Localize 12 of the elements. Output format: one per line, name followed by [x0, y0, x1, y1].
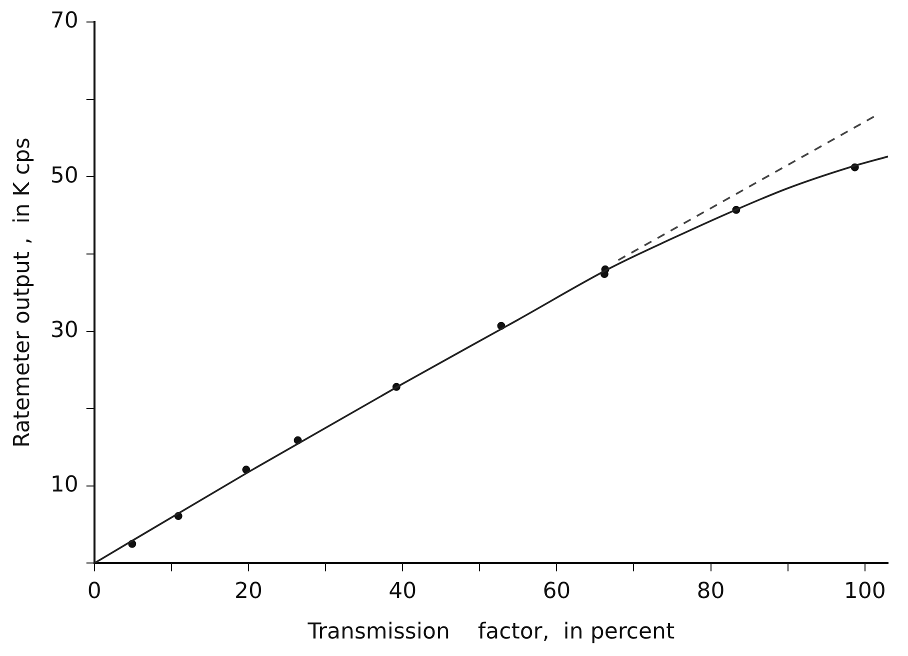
x-tick-label: 40: [388, 579, 417, 604]
x-tick-label: 60: [542, 579, 571, 604]
x-tick-label: 80: [696, 579, 725, 604]
x-tick-label: 100: [844, 579, 886, 604]
y-tick-label: 50: [50, 163, 78, 188]
x-axis-title: Transmission factor, in percent: [306, 620, 675, 645]
y-tick-label: 30: [50, 318, 78, 343]
x-tick-label: 0: [87, 579, 102, 604]
y-tick-label: 10: [50, 472, 78, 498]
y-tick-label: 70: [50, 8, 78, 34]
x-tick-label: 20: [234, 579, 262, 604]
y-axis-title: Ratemeter output , in K cps: [10, 138, 35, 448]
